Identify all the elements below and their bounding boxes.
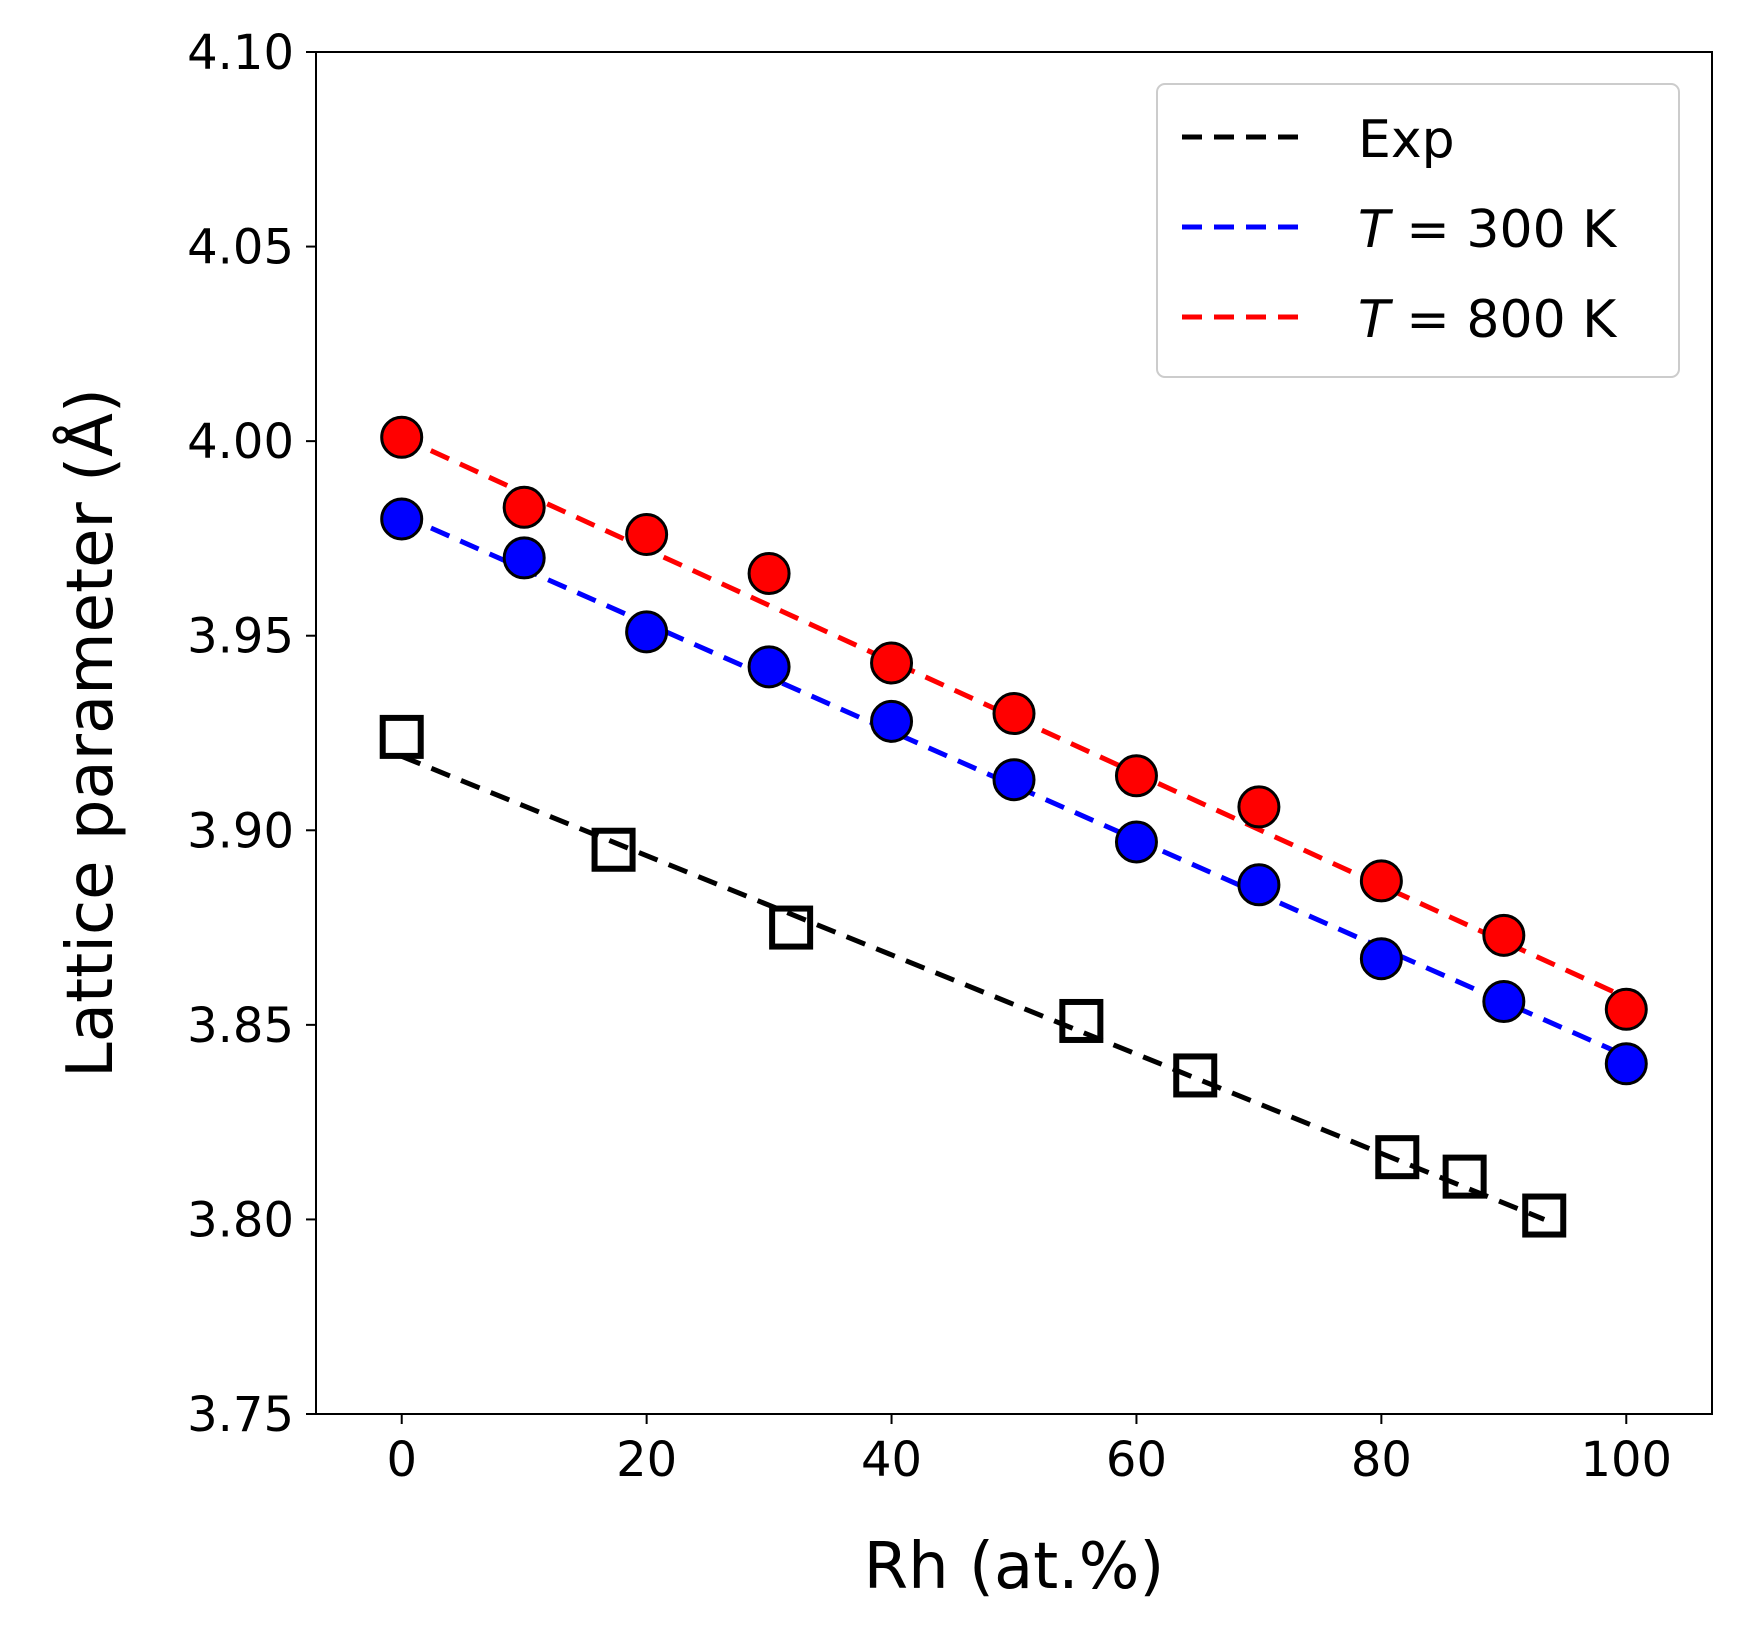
plot-frame bbox=[315, 51, 1713, 1415]
legend-label-text: = 800 K bbox=[1390, 290, 1618, 350]
point-300k bbox=[1114, 820, 1158, 864]
y-tick-label: 3.75 bbox=[187, 1387, 294, 1443]
exp-point bbox=[379, 714, 424, 759]
y-tick-label: 4.00 bbox=[187, 414, 294, 470]
x-tick-label: 100 bbox=[1580, 1432, 1672, 1488]
exp-point bbox=[591, 827, 636, 872]
point-800k bbox=[1114, 754, 1158, 798]
legend-label-text: = 300 K bbox=[1390, 200, 1618, 260]
y-tick-label: 3.95 bbox=[187, 609, 294, 665]
exp-point bbox=[1522, 1193, 1567, 1238]
legend-label-800k: T = 800 K bbox=[1358, 290, 1618, 350]
x-axis-ticks: 0 20 40 60 80 100 bbox=[386, 1414, 1672, 1488]
point-800k bbox=[747, 551, 791, 595]
point-300k bbox=[1359, 937, 1403, 981]
data-markers bbox=[379, 415, 1648, 1238]
x-tick-label: 20 bbox=[616, 1432, 677, 1488]
point-300k bbox=[747, 645, 791, 689]
point-800k bbox=[992, 692, 1036, 736]
point-300k bbox=[502, 536, 546, 580]
point-800k bbox=[1482, 913, 1526, 957]
point-300k bbox=[625, 610, 669, 654]
legend-label-exp: Exp bbox=[1358, 110, 1455, 170]
x-tick-label: 80 bbox=[1351, 1432, 1412, 1488]
point-800k bbox=[1237, 785, 1281, 829]
point-800k bbox=[1359, 859, 1403, 903]
point-300k bbox=[1482, 980, 1526, 1024]
point-800k bbox=[625, 513, 669, 557]
point-800k bbox=[380, 415, 424, 459]
point-300k bbox=[992, 758, 1036, 802]
exp-point bbox=[1059, 998, 1104, 1043]
x-axis-label: Rh (at.%) bbox=[864, 1530, 1165, 1604]
exp-point bbox=[1375, 1135, 1420, 1180]
y-tick-label: 4.10 bbox=[187, 25, 294, 81]
y-tick-label: 3.80 bbox=[187, 1192, 294, 1248]
exp-point bbox=[769, 905, 814, 950]
point-800k bbox=[870, 641, 914, 685]
point-300k bbox=[1237, 863, 1281, 907]
y-axis-ticks: 3.75 3.80 3.85 3.90 3.95 4.00 4.05 4.10 bbox=[187, 25, 316, 1443]
point-300k bbox=[1604, 1042, 1648, 1086]
y-axis-label: Lattice parameter (Å) bbox=[52, 388, 128, 1078]
y-tick-label: 3.85 bbox=[187, 998, 294, 1054]
point-800k bbox=[502, 485, 546, 529]
point-800k bbox=[1604, 987, 1648, 1031]
legend-frame bbox=[1156, 83, 1680, 378]
legend-label-300k: T = 300 K bbox=[1358, 200, 1618, 260]
exp-point bbox=[1173, 1053, 1218, 1098]
exp-point bbox=[1442, 1154, 1487, 1199]
y-tick-label: 3.90 bbox=[187, 803, 294, 859]
x-tick-label: 40 bbox=[861, 1432, 922, 1488]
point-300k bbox=[870, 699, 914, 743]
point-300k bbox=[380, 497, 424, 541]
y-tick-label: 4.05 bbox=[187, 220, 294, 276]
x-tick-label: 60 bbox=[1106, 1432, 1167, 1488]
legend-label-italic: T bbox=[1358, 290, 1394, 350]
x-tick-label: 0 bbox=[386, 1432, 417, 1488]
legend-label-text: Exp bbox=[1358, 110, 1455, 170]
legend-label-italic: T bbox=[1358, 200, 1394, 260]
